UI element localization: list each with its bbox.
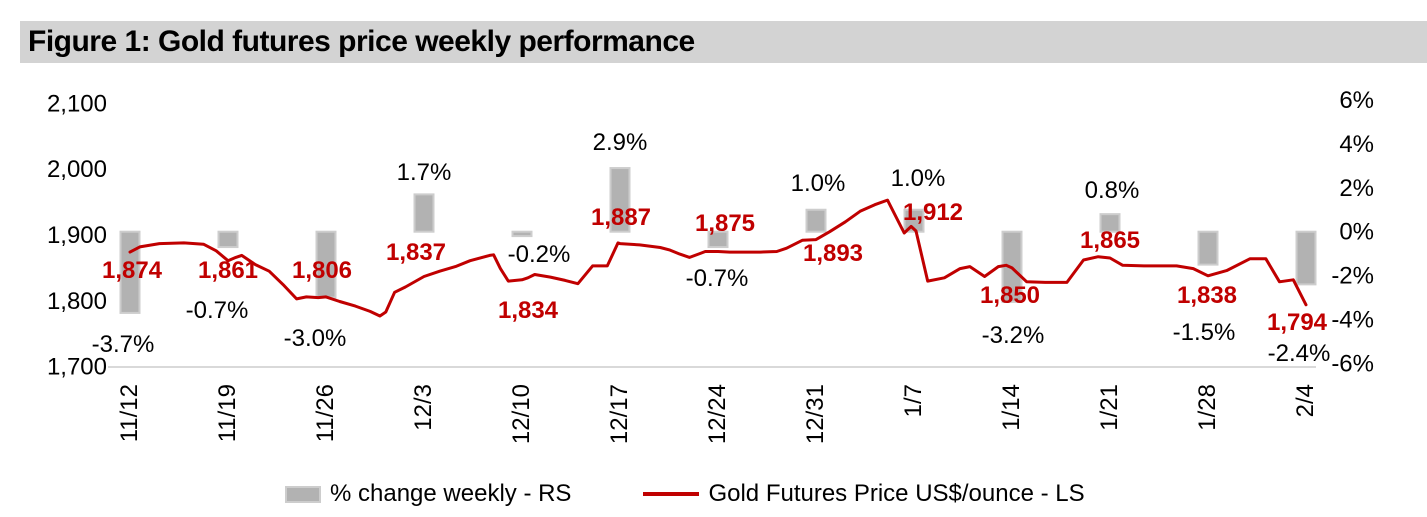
left-axis-tick: 1,700 bbox=[47, 354, 107, 381]
price-point-label: 1,912 bbox=[903, 199, 963, 226]
right-axis-tick: -4% bbox=[1331, 307, 1374, 334]
left-axis-tick: 1,900 bbox=[47, 222, 107, 249]
x-axis-label: 1/14 bbox=[998, 384, 1025, 431]
x-axis-label: 11/12 bbox=[116, 384, 143, 442]
pct-point-label: -0.2% bbox=[508, 241, 571, 268]
x-axis-label: 1/7 bbox=[900, 384, 927, 417]
right-axis-tick: -2% bbox=[1331, 263, 1374, 290]
price-point-label: 1,806 bbox=[292, 257, 352, 284]
x-axis-label: 2/4 bbox=[1292, 384, 1319, 417]
price-point-label: 1,875 bbox=[695, 210, 755, 237]
pct-point-label: -3.0% bbox=[284, 325, 347, 352]
right-axis-tick: 2% bbox=[1339, 175, 1374, 202]
pct-point-label: -1.5% bbox=[1173, 319, 1236, 346]
x-axis-label: 12/3 bbox=[410, 384, 437, 431]
x-axis-label: 11/26 bbox=[312, 384, 339, 442]
right-axis-tick: 0% bbox=[1339, 219, 1374, 246]
legend-label-pct-change: % change weekly - RS bbox=[330, 480, 572, 507]
right-axis-tick: 6% bbox=[1339, 87, 1374, 114]
price-point-label: 1,861 bbox=[198, 257, 258, 284]
pct-point-label: 0.8% bbox=[1085, 177, 1140, 204]
legend-item-pct-change: % change weekly - RS bbox=[285, 480, 571, 508]
x-axis-label: 12/17 bbox=[606, 384, 633, 444]
right-axis-tick: -6% bbox=[1331, 350, 1374, 377]
pct-point-label: -3.7% bbox=[92, 331, 155, 358]
pct-point-label: 1.0% bbox=[791, 170, 846, 197]
price-point-label: 1,865 bbox=[1080, 227, 1140, 254]
left-axis-tick: 2,100 bbox=[47, 90, 107, 117]
pct-change-bar bbox=[1197, 230, 1219, 266]
chart-legend: % change weekly - RS Gold Futures Price … bbox=[285, 480, 1085, 508]
price-point-label: 1,837 bbox=[386, 239, 446, 266]
figure-title: Figure 1: Gold futures price weekly perf… bbox=[28, 25, 695, 58]
pct-change-bar bbox=[1099, 213, 1121, 233]
pct-change-bar bbox=[119, 230, 141, 314]
pct-change-bar bbox=[1295, 230, 1317, 286]
legend-item-gold-price: Gold Futures Price US$/ounce - LS bbox=[643, 480, 1085, 508]
line-swatch-icon bbox=[643, 492, 700, 496]
x-axis-label: 11/19 bbox=[214, 384, 241, 442]
pct-point-label: -2.4% bbox=[1268, 340, 1331, 367]
bar-swatch-icon bbox=[285, 485, 321, 503]
pct-change-bar bbox=[707, 230, 729, 249]
price-point-label: 1,874 bbox=[102, 257, 163, 284]
pct-point-label: -0.7% bbox=[686, 265, 749, 292]
figure-title-bar: Figure 1: Gold futures price weekly perf… bbox=[20, 21, 1427, 63]
pct-change-bar bbox=[413, 193, 435, 233]
pct-change-bar bbox=[609, 167, 631, 233]
pct-point-label: -3.2% bbox=[982, 322, 1045, 349]
left-axis-tick: 1,800 bbox=[47, 288, 107, 315]
x-axis-label: 12/31 bbox=[802, 384, 829, 444]
legend-label-gold-price: Gold Futures Price US$/ounce - LS bbox=[708, 480, 1085, 507]
gold-price-line bbox=[128, 198, 1308, 318]
pct-point-label: 2.9% bbox=[593, 129, 648, 156]
pct-point-label: 1.0% bbox=[891, 165, 946, 192]
price-point-label: 1,834 bbox=[498, 297, 559, 324]
pct-change-bar bbox=[217, 230, 239, 249]
right-axis-tick: 4% bbox=[1339, 131, 1374, 158]
pct-change-bar bbox=[805, 208, 827, 233]
left-axis-tick: 2,000 bbox=[47, 156, 107, 183]
pct-change-bar bbox=[511, 230, 533, 238]
x-axis-label: 12/10 bbox=[508, 384, 535, 444]
price-point-label: 1,850 bbox=[980, 282, 1040, 309]
pct-point-label: -0.7% bbox=[186, 297, 249, 324]
x-axis-label: 1/21 bbox=[1096, 384, 1123, 431]
price-point-label: 1,838 bbox=[1177, 282, 1237, 309]
price-point-label: 1,887 bbox=[591, 204, 651, 231]
x-axis-label: 12/24 bbox=[704, 384, 731, 444]
price-point-label: 1,794 bbox=[1267, 309, 1328, 336]
pct-point-label: 1.7% bbox=[397, 159, 452, 186]
price-point-label: 1,893 bbox=[803, 240, 863, 267]
x-axis-label: 1/28 bbox=[1194, 384, 1221, 431]
